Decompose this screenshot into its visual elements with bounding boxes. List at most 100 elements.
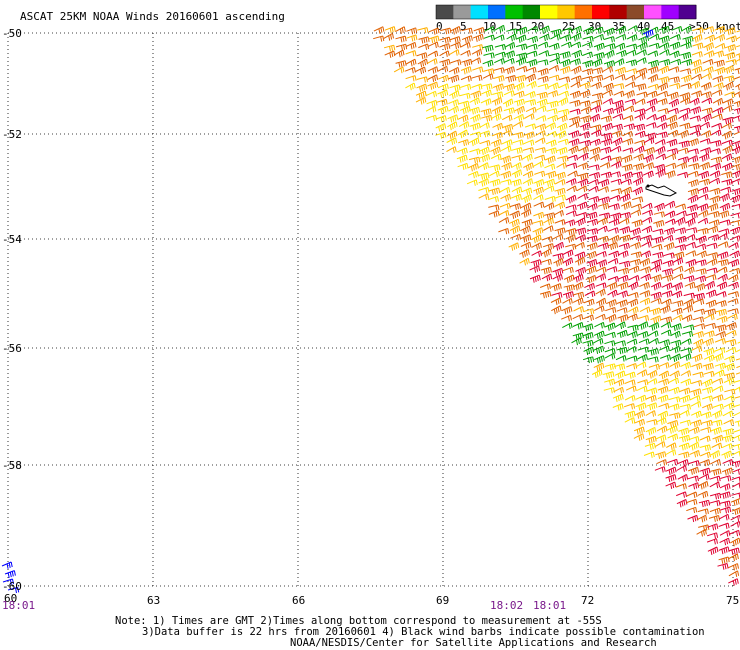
wind-barb	[722, 467, 733, 476]
wind-barb	[460, 66, 472, 75]
latitude-labels: -50 -52 -54 -56 -58 -60	[2, 27, 22, 593]
wind-barb	[717, 233, 728, 240]
wind-barb	[631, 219, 643, 228]
wind-barb	[728, 563, 739, 571]
wind-barb	[637, 331, 649, 339]
wind-barb	[668, 98, 680, 108]
island-dot	[646, 184, 650, 188]
wind-barb	[554, 201, 566, 210]
wind-barb	[595, 288, 606, 297]
wind-barb	[511, 154, 523, 161]
wind-barb	[679, 107, 691, 114]
wind-barb	[525, 73, 536, 83]
wind-barb	[437, 65, 449, 73]
wind-barb	[688, 460, 700, 467]
wind-barb	[734, 380, 740, 383]
wind-barb	[593, 33, 605, 41]
wind-barb	[628, 306, 639, 314]
wind-barb	[727, 308, 739, 315]
wind-barb	[732, 443, 740, 450]
wind-barb	[487, 196, 499, 203]
wind-barb	[520, 225, 531, 235]
wind-barb	[621, 186, 633, 196]
wind-barb	[562, 266, 574, 274]
wind-barb	[478, 178, 490, 187]
wind-barb	[548, 82, 559, 90]
wind-barb	[714, 338, 726, 345]
wind-barb	[617, 281, 629, 290]
wind-barb	[577, 193, 588, 200]
wind-barb	[417, 58, 428, 68]
wind-barb	[709, 187, 721, 195]
wind-barb	[562, 291, 574, 299]
wind-barb	[569, 99, 581, 107]
map-title: ASCAT 25KM NOAA Winds 20160601 ascending	[20, 10, 285, 23]
wind-barb	[635, 98, 646, 105]
wind-barb	[577, 178, 589, 187]
wind-barb	[629, 227, 641, 236]
wind-barb	[613, 363, 626, 371]
wind-barb	[702, 362, 714, 371]
wind-barb	[678, 129, 689, 139]
wind-barb	[600, 155, 612, 162]
wind-barb	[735, 372, 740, 375]
wind-barb	[708, 234, 720, 242]
wind-barb	[489, 170, 500, 178]
wind-barb	[622, 147, 634, 154]
wind-barb	[702, 403, 713, 411]
wind-barb	[519, 257, 530, 266]
wind-barb	[550, 297, 562, 305]
wind-barb	[728, 570, 740, 577]
wind-barb	[481, 83, 493, 90]
wind-barb	[511, 147, 523, 154]
wind-barb	[573, 306, 584, 313]
wind-barb	[642, 170, 654, 178]
wind-barb	[606, 266, 618, 273]
wind-barb	[677, 147, 689, 154]
wind-barb	[565, 234, 576, 243]
wind-barb	[589, 153, 600, 162]
wind-barb	[662, 234, 674, 242]
wind-barb	[703, 42, 714, 51]
wind-barb	[515, 57, 527, 66]
wind-barb	[427, 50, 439, 58]
wind-barb	[669, 361, 681, 369]
wind-barb	[516, 52, 528, 60]
wind-barb	[703, 313, 715, 321]
wind-barb	[711, 129, 722, 137]
wind-barb	[479, 122, 490, 129]
wind-barb	[580, 115, 592, 123]
wind-barb	[660, 321, 672, 329]
wind-barb	[579, 81, 591, 90]
wind-barb	[667, 107, 679, 115]
wind-barb	[550, 33, 561, 41]
wind-barb	[533, 211, 545, 219]
wind-barb	[714, 369, 725, 378]
wind-barb	[574, 241, 585, 249]
wind-barb	[448, 74, 460, 83]
wind-barb	[570, 41, 582, 49]
wind-barb	[457, 114, 469, 123]
wind-barb	[595, 266, 607, 274]
wind-barb	[698, 473, 710, 481]
wind-barb	[580, 106, 592, 114]
wind-barb	[687, 148, 699, 155]
wind-barb	[627, 292, 639, 299]
wind-barb	[384, 26, 396, 34]
wind-barb	[734, 404, 740, 407]
wind-barb	[725, 59, 737, 66]
wind-barb	[645, 105, 656, 113]
wind-barb	[490, 146, 501, 155]
wind-barb	[526, 50, 538, 57]
wind-barb	[602, 98, 614, 105]
wind-barb	[647, 348, 659, 356]
wind-barb	[677, 474, 689, 482]
wind-barb	[711, 89, 723, 96]
wind-barb	[722, 459, 734, 466]
wind-barb	[508, 218, 520, 228]
wind-barb	[703, 50, 715, 58]
wind-barb	[628, 275, 640, 282]
wind-barb	[708, 219, 720, 227]
wind-barb	[658, 339, 671, 347]
wind-barb	[535, 130, 546, 137]
